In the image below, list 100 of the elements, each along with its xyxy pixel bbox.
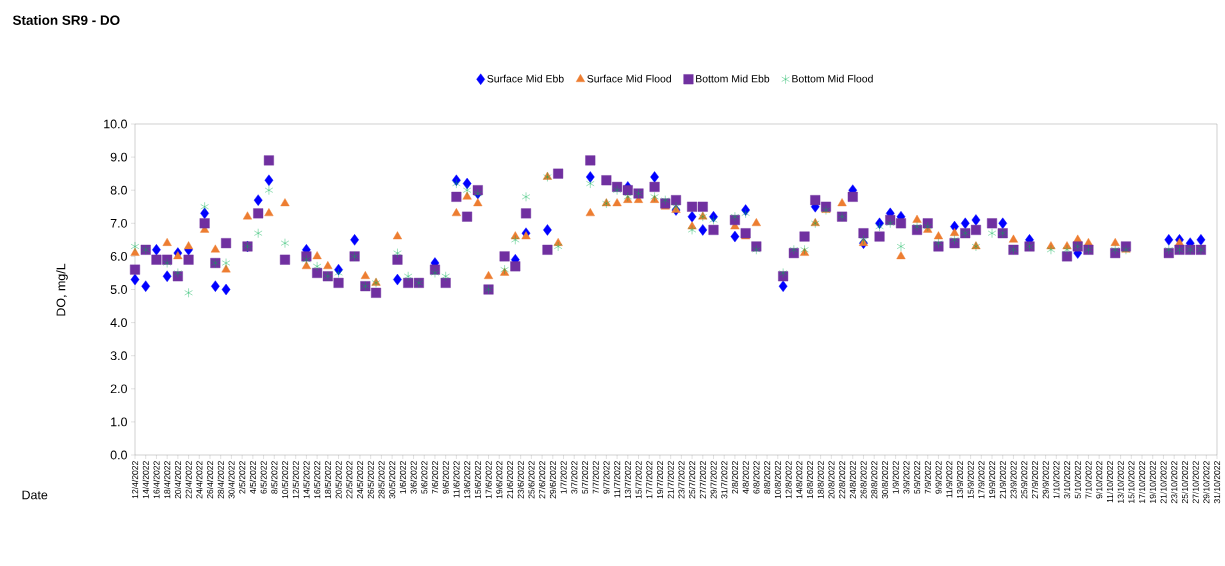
x-tick-label: 15/9/2022 [967,461,974,499]
x-tick-label: 29/6/2022 [549,461,556,499]
x-tick-label: 27/7/2022 [699,461,706,499]
x-tick-label: 18/8/2022 [817,461,824,499]
legend-label: Bottom Mid Flood [792,74,873,83]
x-tick-label: 11/7/2022 [613,461,621,498]
x-tick-label: 1/7/2022 [560,461,567,494]
x-tick-label: 16/4/2022 [153,461,160,499]
x-tick-label: 14/8/2022 [796,461,803,499]
x-tick-label: 4/8/2022 [742,461,749,494]
y-tick-label: 5.0 [110,285,127,294]
x-tick-label: 29/9/2022 [1042,461,1049,499]
x-tick-label: 17/9/2022 [978,461,985,499]
x-tick-label: 5/7/2022 [581,461,589,494]
x-tick-label: 30/4/2022 [228,461,235,499]
y-tick-label: 0.0 [110,450,127,460]
x-tick-label: 17/6/2022 [485,461,492,499]
x-tick-label: 24/4/2022 [196,461,203,499]
x-tick-label: 11/9/2022 [946,461,953,498]
x-tick-label: 28/4/2022 [217,461,224,499]
x-tick-label: 15/10/2022 [1128,461,1135,503]
x-tick-label: 31/7/2022 [721,461,728,499]
x-tick-label: 26/8/2022 [860,461,867,499]
x-tick-label: 9/10/2022 [1096,461,1103,499]
x-tick-label: 7/6/2022 [431,461,439,494]
x-tick-label: 29/7/2022 [710,461,717,499]
x-tick-label: 18/4/2022 [164,461,171,499]
x-tick-label: 25/7/2022 [688,461,696,499]
x-tick-label: 12/5/2022 [292,461,299,499]
y-tick-label: 4.0 [110,318,127,328]
x-tick-label: 16/5/2022 [313,461,321,499]
y-axis-title: DO, mg/L [56,263,68,316]
x-tick-label: 24/5/2022 [356,461,364,499]
x-tick-label: 27/6/2022 [538,461,546,499]
x-tick-label: 25/6/2022 [528,461,535,499]
x-tick-label: 6/5/2022 [260,461,267,494]
x-tick-label: 9/7/2022 [603,461,610,494]
x-tick-label: 7/7/2022 [592,461,599,494]
x-tick-label: 17/10/2022 [1138,461,1146,503]
x-tick-label: 5/9/2022 [913,461,921,494]
x-tick-label: 18/5/2022 [324,461,331,499]
x-tick-label: 28/8/2022 [871,461,878,499]
y-tick-label: 1.0 [111,417,127,427]
x-tick-label: 14/4/2022 [142,461,149,499]
x-tick-label: 3/6/2022 [410,461,417,494]
x-tick-label: 23/10/2022 [1171,461,1178,504]
y-tick-label: 7.0 [110,218,127,228]
x-tick-label: 6/8/2022 [753,461,760,494]
x-tick-label: 20/4/2022 [174,461,181,499]
x-tick-label: 19/7/2022 [656,461,664,499]
x-tick-label: 2/5/2022 [238,461,246,494]
legend-label: Bottom Mid Ebb [696,74,770,83]
x-tick-label: 25/10/2022 [1181,461,1188,504]
x-tick-label: 30/5/2022 [388,461,396,499]
x-tick-label: 21/6/2022 [506,461,514,499]
x-tick-label: 9/9/2022 [935,461,942,494]
legend-label: Surface Mid Flood [587,74,671,83]
x-tick-label: 23/6/2022 [517,461,524,499]
y-tick-label: 2.0 [110,384,127,394]
x-tick-label: 13/9/2022 [956,461,964,499]
x-tick-label: 20/8/2022 [828,461,835,499]
x-tick-label: 8/5/2022 [271,461,278,494]
x-tick-label: 1/6/2022 [399,461,406,494]
x-tick-label: 26/5/2022 [367,461,374,499]
x-tick-label: 1/9/2022 [892,461,899,494]
x-tick-label: 12/4/2022 [131,461,139,499]
x-tick-label: 3/9/2022 [903,461,910,494]
x-tick-label: 23/9/2022 [1010,461,1017,499]
x-tick-label: 28/5/2022 [378,461,385,499]
x-tick-label: 21/9/2022 [999,461,1006,499]
x-tick-label: 27/9/2022 [1031,461,1039,499]
x-tick-label: 1/10/2022 [1053,461,1060,499]
x-tick-label: 15/7/2022 [635,461,642,499]
x-tick-label: 19/10/2022 [1149,461,1156,503]
x-tick-label: 14/5/2022 [303,461,310,499]
legend-label: Surface Mid Ebb [487,74,564,83]
chart-title: Station SR9 - DO [12,15,120,25]
x-tick-label: 8/8/2022 [763,461,771,494]
x-tick-label: 13/6/2022 [463,461,471,499]
x-tick-label: 29/10/2022 [1203,461,1210,504]
x-tick-label: 9/6/2022 [442,461,449,494]
y-tick-label: 10.0 [104,119,127,129]
x-tick-label: 21/10/2022 [1160,461,1167,504]
y-tick-label: 6.0 [110,252,127,261]
x-tick-label: 24/8/2022 [849,461,856,499]
x-tick-label: 10/8/2022 [774,461,781,499]
x-tick-label: 31/10/2022 [1213,461,1221,504]
x-tick-label: 20/5/2022 [335,461,342,499]
y-tick-label: 3.0 [110,351,127,361]
x-tick-label: 27/10/2022 [1192,461,1199,504]
x-tick-label: 2/8/2022 [731,461,739,494]
x-tick-label: 19/6/2022 [496,461,503,499]
x-tick-label: 25/9/2022 [1021,461,1028,499]
x-tick-label: 4/5/2022 [249,461,256,494]
x-tick-label: 15/6/2022 [474,461,481,499]
x-tick-label: 11/6/2022 [453,461,460,498]
x-axis-title: Date [22,490,48,500]
x-tick-label: 7/9/2022 [924,461,931,494]
x-tick-label: 19/9/2022 [988,461,996,499]
x-tick-label: 10/5/2022 [281,461,289,499]
